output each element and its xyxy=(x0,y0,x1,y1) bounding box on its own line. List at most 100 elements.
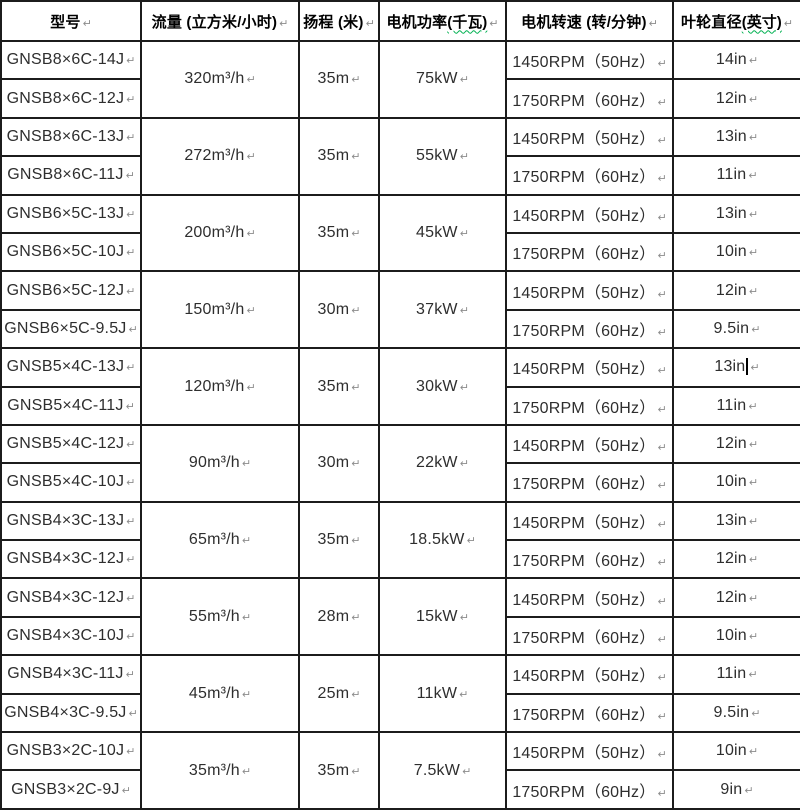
header-diameter[interactable]: 叶轮直径(英寸) ↵ xyxy=(672,0,800,42)
rpm-cell[interactable]: 1450RPM（50Hz） ↵ xyxy=(505,270,674,311)
rpm-cell[interactable]: 1450RPM（50Hz） ↵ xyxy=(505,731,674,772)
power-cell[interactable]: 55kW ↵ xyxy=(378,116,507,196)
model-cell[interactable]: GNSB8×6C-13J ↵ xyxy=(0,116,142,158)
model-cell[interactable]: GNSB5×4C-12J ↵ xyxy=(0,423,142,465)
rpm-cell-text: 1750RPM（60Hz） xyxy=(512,169,656,187)
header-rpm[interactable]: 电机转速 (转/分钟) ↵ xyxy=(505,0,674,42)
head-cell[interactable]: 25m ↵ xyxy=(298,654,380,734)
rpm-cell[interactable]: 1750RPM（60Hz） ↵ xyxy=(505,692,674,734)
rpm-cell[interactable]: 1750RPM（60Hz） ↵ xyxy=(505,155,674,196)
flow-cell[interactable]: 90m³/h ↵ xyxy=(140,423,300,503)
model-cell[interactable]: GNSB4×3C-9.5J ↵ xyxy=(0,692,142,734)
rpm-cell[interactable]: 1450RPM（50Hz） ↵ xyxy=(505,500,674,542)
diameter-cell[interactable]: 13in ↵ xyxy=(672,193,800,234)
model-cell[interactable]: GNSB4×3C-13J ↵ xyxy=(0,500,142,542)
diameter-cell[interactable]: 12in ↵ xyxy=(672,423,800,465)
head-cell[interactable]: 35m ↵ xyxy=(298,347,380,426)
rpm-cell[interactable]: 1450RPM（50Hz） ↵ xyxy=(505,193,674,234)
power-cell[interactable]: 15kW ↵ xyxy=(378,577,507,657)
rpm-cell[interactable]: 1750RPM（60Hz） ↵ xyxy=(505,615,674,657)
model-cell[interactable]: GNSB8×6C-14J ↵ xyxy=(0,39,142,81)
diameter-cell[interactable]: 11in ↵ xyxy=(672,155,800,196)
model-cell[interactable]: GNSB3×2C-10J ↵ xyxy=(0,731,142,772)
rpm-cell[interactable]: 1450RPM（50Hz） ↵ xyxy=(505,654,674,695)
power-cell[interactable]: 11kW ↵ xyxy=(378,654,507,734)
rpm-cell[interactable]: 1450RPM（50Hz） ↵ xyxy=(505,423,674,465)
rpm-cell[interactable]: 1450RPM（50Hz） ↵ xyxy=(505,39,674,81)
head-cell[interactable]: 35m ↵ xyxy=(298,731,380,810)
diameter-cell[interactable]: 11in ↵ xyxy=(672,385,800,426)
diameter-cell[interactable]: 12in ↵ xyxy=(672,270,800,311)
rpm-cell[interactable]: 1750RPM（60Hz） ↵ xyxy=(505,769,674,810)
rpm-cell[interactable]: 1750RPM（60Hz） ↵ xyxy=(505,308,674,350)
rpm-cell[interactable]: 1750RPM（60Hz） ↵ xyxy=(505,231,674,273)
flow-cell[interactable]: 320m³/h ↵ xyxy=(140,40,300,119)
power-cell[interactable]: 22kW ↵ xyxy=(378,423,507,503)
model-cell[interactable]: GNSB4×3C-11J ↵ xyxy=(0,654,142,695)
power-cell[interactable]: 30kW ↵ xyxy=(378,347,507,426)
rpm-cell-text: 1450RPM（50Hz） xyxy=(512,207,656,225)
power-cell[interactable]: 7.5kW ↵ xyxy=(378,731,507,810)
model-cell[interactable]: GNSB4×3C-10J ↵ xyxy=(0,615,142,657)
model-cell[interactable]: GNSB5×4C-11J ↵ xyxy=(0,385,142,426)
header-power[interactable]: 电机功率(千瓦) ↵ xyxy=(378,0,507,42)
flow-cell[interactable]: 45m³/h ↵ xyxy=(140,654,300,734)
header-head[interactable]: 扬程 (米) ↵ xyxy=(298,0,380,42)
model-cell[interactable]: GNSB5×4C-13J ↵ xyxy=(0,347,142,388)
diameter-cell[interactable]: 12in ↵ xyxy=(672,539,800,580)
diameter-cell[interactable]: 13in ↵ xyxy=(672,500,800,542)
diameter-cell[interactable]: 9in ↵ xyxy=(672,769,800,810)
header-model[interactable]: 型号 ↵ xyxy=(0,0,142,42)
model-cell[interactable]: GNSB8×6C-12J ↵ xyxy=(0,78,142,119)
model-cell[interactable]: GNSB6×5C-10J ↵ xyxy=(0,231,142,273)
rpm-cell[interactable]: 1450RPM（50Hz） ↵ xyxy=(505,577,674,618)
diameter-cell[interactable]: 11in ↵ xyxy=(672,654,800,695)
head-cell[interactable]: 35m ↵ xyxy=(298,193,380,273)
rpm-cell[interactable]: 1450RPM（50Hz） ↵ xyxy=(505,347,674,388)
rpm-cell[interactable]: 1750RPM（60Hz） ↵ xyxy=(505,78,674,119)
diameter-cell[interactable]: 13in ↵ xyxy=(672,116,800,158)
diameter-cell[interactable]: 12in ↵ xyxy=(672,577,800,618)
table-row: GNSB4×3C-12J ↵ 1750RPM（60Hz） ↵ 12in ↵ xyxy=(0,539,800,580)
model-cell[interactable]: GNSB3×2C-9J ↵ xyxy=(0,769,142,810)
diameter-cell[interactable]: 12in ↵ xyxy=(672,78,800,119)
model-cell[interactable]: GNSB8×6C-11J ↵ xyxy=(0,155,142,196)
model-cell[interactable]: GNSB5×4C-10J ↵ xyxy=(0,462,142,503)
flow-cell[interactable]: 272m³/h ↵ xyxy=(140,116,300,196)
power-cell[interactable]: 45kW ↵ xyxy=(378,193,507,273)
model-cell[interactable]: GNSB6×5C-9.5J ↵ xyxy=(0,308,142,350)
diameter-cell[interactable]: 13in ↵ xyxy=(672,347,800,388)
power-cell[interactable]: 37kW ↵ xyxy=(378,270,507,350)
model-cell[interactable]: GNSB6×5C-13J ↵ xyxy=(0,193,142,234)
diameter-cell[interactable]: 10in ↵ xyxy=(672,462,800,503)
head-cell[interactable]: 30m ↵ xyxy=(298,423,380,503)
header-flow[interactable]: 流量 (立方米/小时) ↵ xyxy=(140,0,300,42)
diameter-cell[interactable]: 10in ↵ xyxy=(672,731,800,772)
rpm-cell[interactable]: 1450RPM（50Hz） ↵ xyxy=(505,116,674,158)
head-cell[interactable]: 35m ↵ xyxy=(298,116,380,196)
model-cell[interactable]: GNSB4×3C-12J ↵ xyxy=(0,577,142,618)
head-cell[interactable]: 35m ↵ xyxy=(298,40,380,119)
diameter-cell[interactable]: 14in ↵ xyxy=(672,39,800,81)
power-cell[interactable]: 18.5kW ↵ xyxy=(378,500,507,580)
flow-cell[interactable]: 120m³/h ↵ xyxy=(140,347,300,426)
flow-cell[interactable]: 35m³/h ↵ xyxy=(140,731,300,810)
rpm-cell[interactable]: 1750RPM（60Hz） ↵ xyxy=(505,462,674,503)
diameter-cell[interactable]: 10in ↵ xyxy=(672,615,800,657)
diameter-cell[interactable]: 9.5in ↵ xyxy=(672,692,800,734)
head-cell[interactable]: 30m ↵ xyxy=(298,270,380,350)
model-cell[interactable]: GNSB6×5C-12J ↵ xyxy=(0,270,142,311)
diameter-cell[interactable]: 10in ↵ xyxy=(672,231,800,273)
head-cell-text: 35m xyxy=(317,377,350,395)
flow-cell[interactable]: 150m³/h ↵ xyxy=(140,270,300,350)
head-cell[interactable]: 35m ↵ xyxy=(298,500,380,580)
diameter-cell[interactable]: 9.5in ↵ xyxy=(672,308,800,350)
rpm-cell[interactable]: 1750RPM（60Hz） ↵ xyxy=(505,385,674,426)
flow-cell[interactable]: 65m³/h ↵ xyxy=(140,500,300,580)
model-cell[interactable]: GNSB4×3C-12J ↵ xyxy=(0,539,142,580)
rpm-cell[interactable]: 1750RPM（60Hz） ↵ xyxy=(505,539,674,580)
flow-cell[interactable]: 55m³/h ↵ xyxy=(140,577,300,657)
head-cell[interactable]: 28m ↵ xyxy=(298,577,380,657)
flow-cell[interactable]: 200m³/h ↵ xyxy=(140,193,300,273)
power-cell[interactable]: 75kW ↵ xyxy=(378,40,507,119)
